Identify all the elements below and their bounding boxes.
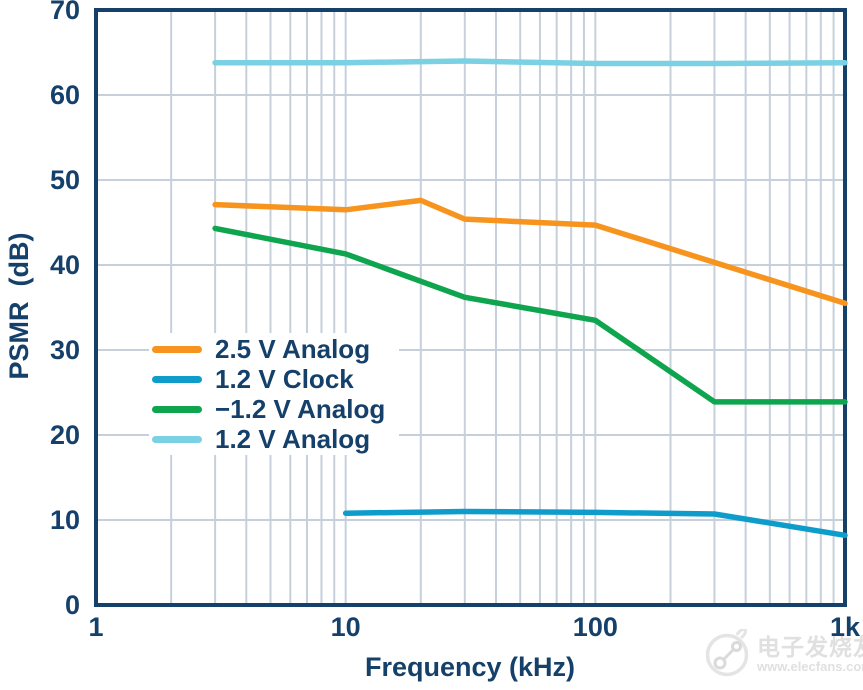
y-tick-label: 30	[49, 335, 80, 365]
x-tick-label: 10	[330, 612, 361, 642]
y-tick-label: 40	[49, 250, 80, 280]
x-tick-label: 1	[88, 612, 104, 642]
x-tick-label: 100	[572, 612, 618, 642]
elecfans-logo-icon	[705, 629, 749, 677]
y-tick-label: 50	[49, 165, 80, 195]
y-tick-label: 10	[49, 505, 80, 535]
legend-swatch-orange	[152, 345, 202, 353]
y-tick-label: 60	[49, 80, 80, 110]
legend: 2.5 V Analog 1.2 V Clock −1.2 V Analog 1…	[149, 333, 400, 455]
legend-swatch-blue	[152, 375, 202, 383]
legend-label: 1.2 V Clock	[215, 364, 354, 394]
y-tick-label: 0	[64, 590, 80, 620]
legend-item: 1.2 V Analog	[152, 424, 385, 454]
legend-item: −1.2 V Analog	[152, 394, 385, 424]
x-tick-label: 1k	[829, 612, 861, 642]
watermark-text: 电子发烧友 www.elecfans.com	[757, 635, 863, 674]
y-tick-label: 20	[49, 420, 80, 450]
x-axis-title: Frequency (kHz)	[364, 652, 576, 682]
watermark-url: www.elecfans.com	[757, 658, 863, 674]
legend-label: −1.2 V Analog	[215, 394, 386, 424]
watermark: 电子发烧友 www.elecfans.com	[703, 629, 863, 679]
y-tick-label: 70	[49, 0, 80, 25]
legend-swatch-green	[152, 405, 202, 413]
watermark-brand: 电子发烧友	[757, 633, 863, 660]
legend-item: 2.5 V Analog	[152, 334, 385, 364]
legend-swatch-lightblue	[152, 435, 202, 443]
legend-label: 1.2 V Analog	[215, 424, 371, 454]
legend-label: 2.5 V Analog	[215, 334, 371, 364]
legend-item: 1.2 V Clock	[152, 364, 385, 394]
